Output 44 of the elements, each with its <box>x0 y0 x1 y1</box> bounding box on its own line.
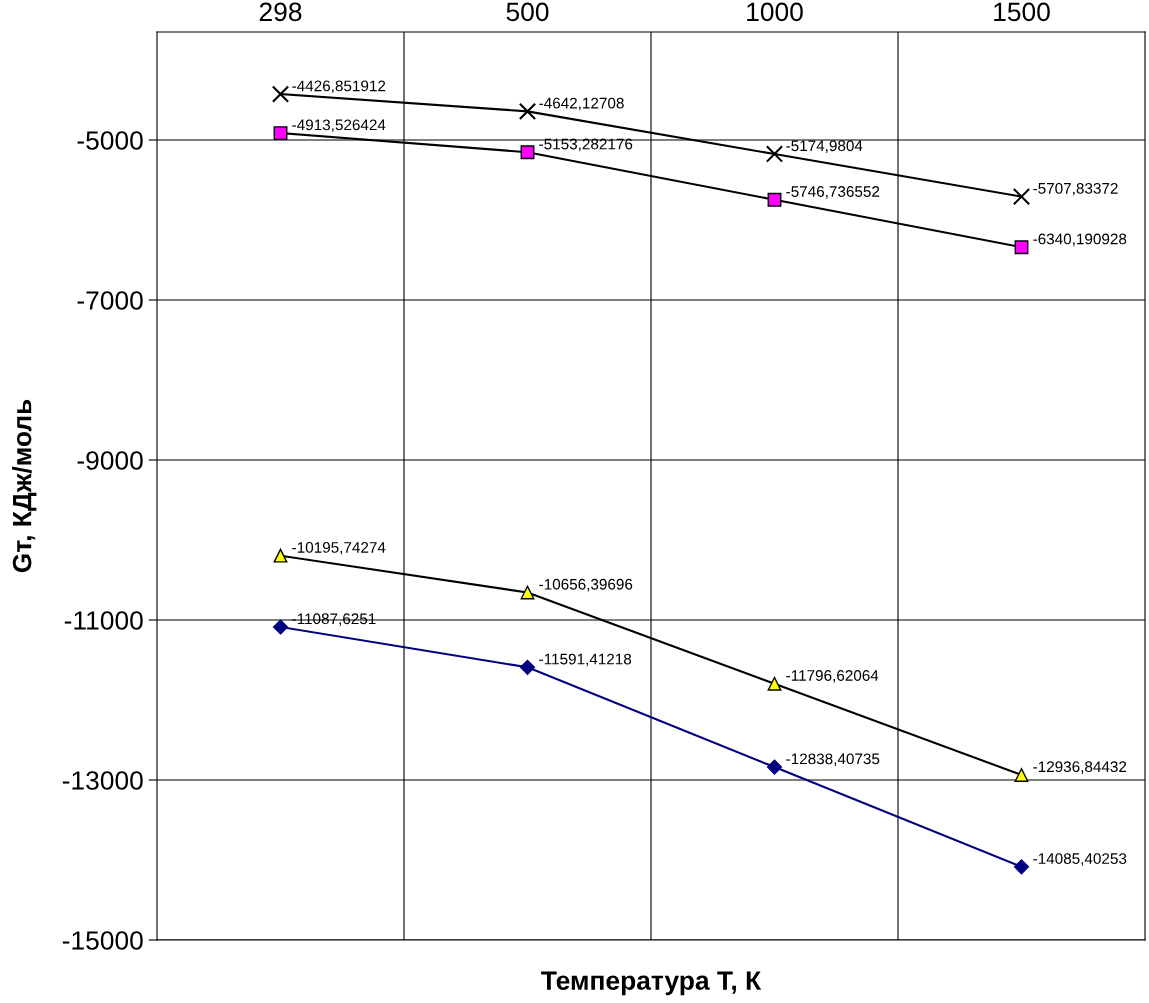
data-label: -4913,526424 <box>292 119 386 133</box>
point <box>765 145 784 163</box>
data-label: -12936,84432 <box>1033 761 1127 774</box>
x-tick-label: 500 <box>506 2 549 22</box>
point <box>273 126 288 141</box>
point <box>1014 768 1029 782</box>
point <box>520 585 535 600</box>
data-label: -14085,40253 <box>1033 853 1127 866</box>
data-label: -5746,736552 <box>786 186 880 199</box>
y-axis-title: Gт, КДж/моль <box>12 399 37 573</box>
data-label: -5174,9804 <box>786 140 863 153</box>
data-label: -11087,6251 <box>292 613 376 626</box>
point <box>1013 859 1030 875</box>
x-tick-label: 1500 <box>994 2 1050 22</box>
point <box>767 192 782 207</box>
y-tick-label: -11000 <box>64 611 143 630</box>
data-label: -5153,282176 <box>539 138 633 152</box>
data-label: -11796,62064 <box>786 670 879 683</box>
x-axis-title: Температура Т, К <box>541 971 762 996</box>
point <box>519 659 536 675</box>
x-tick-label: 1000 <box>747 2 803 22</box>
data-label: -6340,190928 <box>1033 233 1127 247</box>
y-tick-label: -13000 <box>62 771 143 790</box>
y-tick-label: -5000 <box>77 131 143 150</box>
point <box>272 619 289 635</box>
point <box>273 548 288 563</box>
data-label: -4642,12708 <box>539 97 624 111</box>
data-label: -11591,41218 <box>539 653 632 667</box>
point <box>271 85 290 103</box>
y-tick-label: -9000 <box>77 451 143 470</box>
point <box>518 102 537 121</box>
point <box>1012 187 1031 206</box>
point <box>1014 240 1029 255</box>
point <box>520 145 535 160</box>
y-tick-label: -15000 <box>62 931 143 950</box>
data-label: -10656,39696 <box>539 578 633 592</box>
data-label: -10195,74274 <box>292 542 386 555</box>
data-label: -5707,83372 <box>1033 182 1118 196</box>
point <box>767 676 782 691</box>
point <box>766 759 783 775</box>
y-tick-label: -7000 <box>77 291 143 310</box>
x-tick-label: 298 <box>259 2 302 22</box>
data-label: -4426,851912 <box>292 80 386 94</box>
data-label: -12838,40735 <box>786 753 880 767</box>
